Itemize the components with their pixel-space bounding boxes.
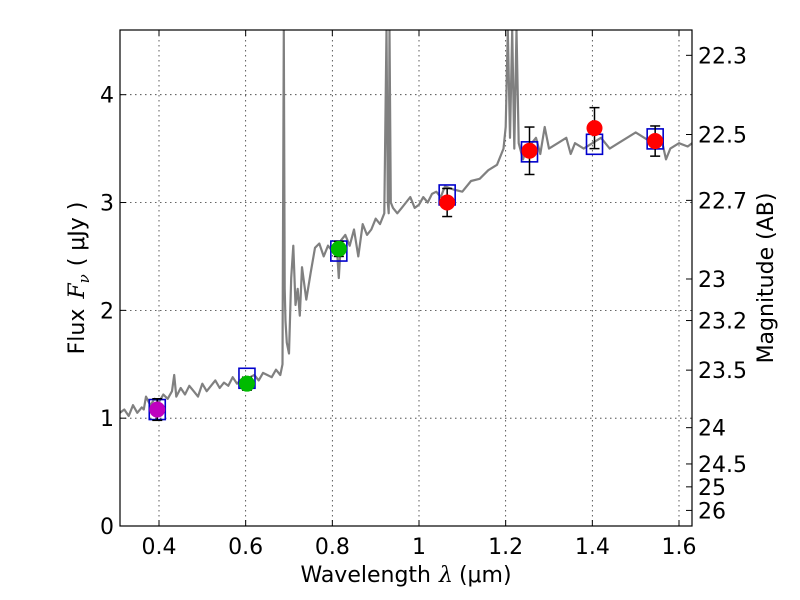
y2-tick-label: 24: [698, 417, 726, 442]
x-tick-label: 0.4: [142, 535, 177, 560]
data-point: [238, 375, 255, 392]
y-tick-label: 2: [100, 299, 114, 324]
x-tick-label: 0.8: [315, 535, 350, 560]
grid: [120, 30, 692, 527]
y2-tick-label: 22.7: [698, 189, 747, 214]
data-point: [521, 142, 538, 159]
y2-tick-label: 22.5: [698, 124, 747, 149]
y2-tick-label: 23: [698, 268, 726, 293]
y2-tick-label: 23.5: [698, 359, 747, 384]
data-point: [149, 401, 166, 418]
y2-axis-label: Magnitude (AB): [754, 193, 779, 364]
y-tick-label: 1: [100, 407, 114, 432]
y-axis: 0 1 2 3 4: [100, 84, 126, 540]
y2-tick-label: 22.3: [698, 44, 747, 69]
y2-tick-label: 26: [698, 499, 726, 524]
x-tick-label: 1: [412, 535, 426, 560]
x-tick-label: 1.2: [488, 535, 523, 560]
x-tick-label: 1.6: [662, 535, 697, 560]
data-point: [647, 133, 664, 150]
data-point: [586, 120, 603, 137]
x-axis-label: Wavelength λ (μm): [300, 563, 511, 588]
spectrum-line: [120, 30, 692, 418]
points-layer: [148, 106, 664, 422]
data-point: [330, 240, 347, 257]
x-axis: 0.4 0.6 0.8 1 1.2 1.4 1.6: [142, 30, 697, 560]
data-point: [439, 194, 456, 211]
x-tick-label: 0.6: [228, 535, 263, 560]
x-tick-label: 1.4: [575, 535, 610, 560]
y-tick-label: 0: [100, 515, 114, 540]
y-tick-label: 3: [100, 192, 114, 217]
spectrum-layer: [120, 30, 692, 418]
y-tick-label: 4: [100, 84, 114, 109]
plot-frame: [119, 29, 693, 527]
y2-tick-label: 23.2: [698, 310, 747, 335]
y2-tick-label: 24.5: [698, 453, 747, 478]
y-axis-label: FluxFν( μJy ): [65, 202, 93, 355]
y2-tick-label: 25: [698, 476, 726, 501]
